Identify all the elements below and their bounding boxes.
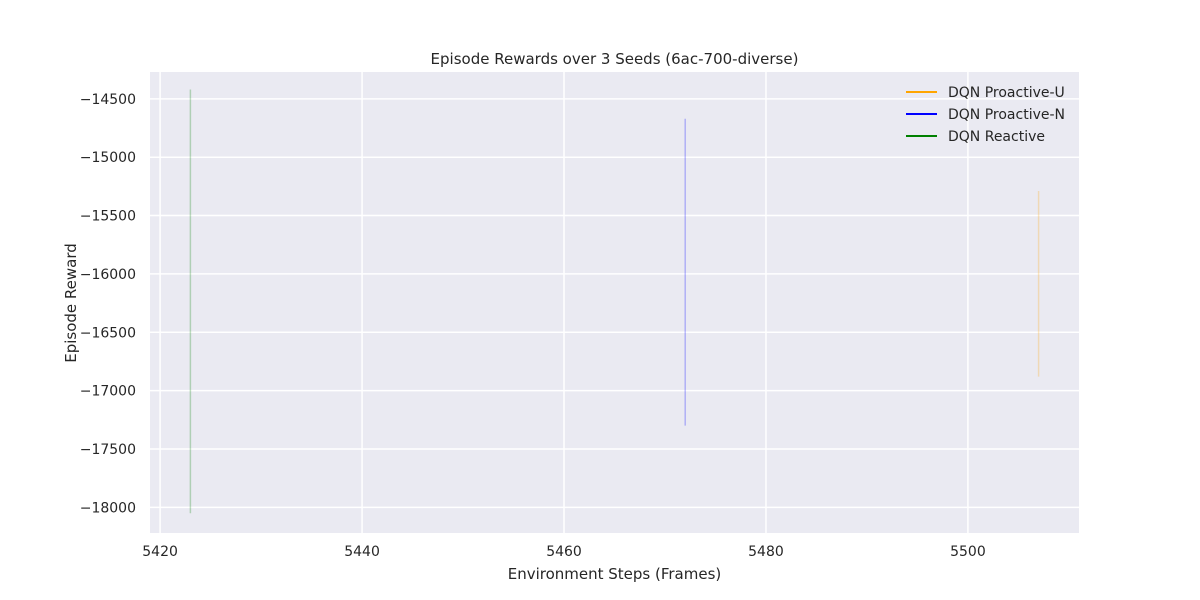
y-tick-label: −18000 bbox=[80, 500, 136, 516]
y-tick-label: −16500 bbox=[80, 325, 136, 341]
grid bbox=[150, 72, 1079, 533]
x-tick-label: 5480 bbox=[748, 544, 784, 560]
series-layer bbox=[189, 89, 1040, 514]
x-tick-label: 5460 bbox=[546, 544, 582, 560]
legend: DQN Proactive-U DQN Proactive-N DQN Reacti… bbox=[906, 85, 1065, 145]
y-tick-label: −15500 bbox=[80, 209, 136, 225]
y-axis-label: Episode Reward bbox=[62, 243, 80, 363]
y-tick-label: −17000 bbox=[80, 384, 136, 400]
x-tick-label: 5440 bbox=[344, 544, 380, 560]
x-axis-label: Environment Steps (Frames) bbox=[508, 565, 722, 583]
y-tick-label: −17500 bbox=[80, 442, 136, 458]
x-tick-label: 5420 bbox=[142, 544, 178, 560]
x-axis-ticks: 5420 5440 5460 5480 5500 bbox=[142, 544, 985, 560]
legend-entry: DQN Proactive-N bbox=[948, 107, 1065, 123]
plot-background bbox=[150, 72, 1079, 533]
chart-title: Episode Rewards over 3 Seeds (6ac-700-di… bbox=[431, 50, 799, 68]
y-tick-label: −15000 bbox=[80, 150, 136, 166]
y-axis-ticks: −18000 −17500 −17000 −16500 −16000 −15500 −150… bbox=[80, 92, 136, 516]
x-tick-label: 5500 bbox=[950, 544, 986, 560]
legend-entry: DQN Reactive bbox=[948, 129, 1045, 145]
y-tick-label: −14500 bbox=[80, 92, 136, 108]
y-tick-label: −16000 bbox=[80, 267, 136, 283]
legend-entry: DQN Proactive-U bbox=[948, 85, 1065, 101]
